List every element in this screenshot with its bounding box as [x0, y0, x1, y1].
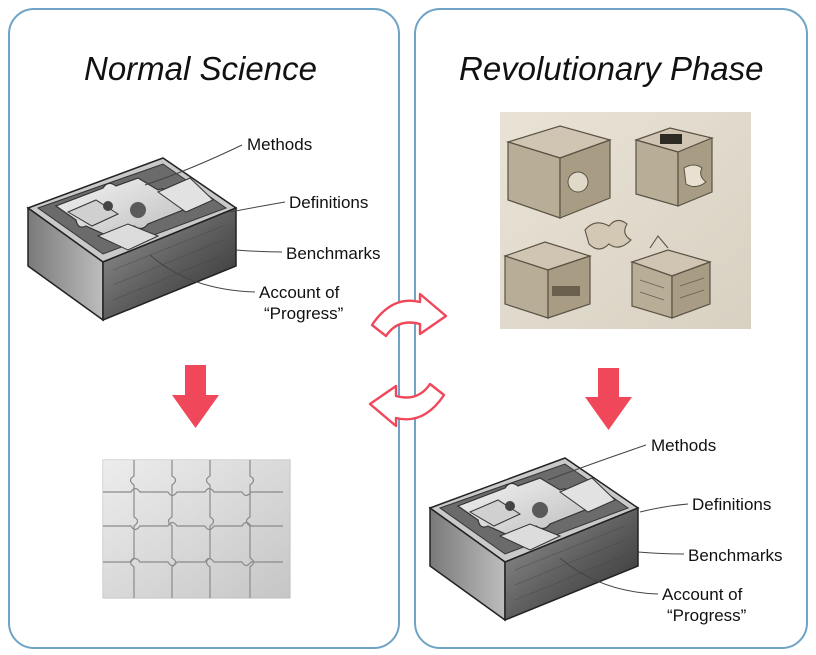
box-sketch-icon: [500, 112, 751, 329]
label-progress-line2: “Progress”: [264, 304, 344, 323]
down-arrow-icon: [172, 365, 219, 428]
leader-line-progress: [559, 557, 659, 595]
label-methods: Methods: [651, 436, 717, 455]
leader-line-progress: [149, 254, 256, 293]
leader-line-methods: [144, 144, 243, 186]
leader-line-definitions: [639, 503, 689, 513]
label-benchmarks: Benchmarks: [286, 244, 381, 263]
leader-line-definitions: [229, 201, 286, 213]
label-benchmarks: Benchmarks: [688, 546, 783, 565]
leader-line-benchmarks: [235, 249, 283, 253]
label-definitions: Definitions: [289, 193, 369, 212]
label-progress-line1: Account of: [259, 283, 340, 302]
normal-science-title: Normal Science: [84, 50, 317, 87]
puzzle-grid-icon: [102, 459, 291, 599]
leader-line-methods: [547, 444, 647, 481]
down-arrow-icon: [585, 368, 632, 430]
label-definitions: Definitions: [692, 495, 772, 514]
puzzle-box-icon: [429, 457, 639, 621]
label-progress-line2: “Progress”: [667, 606, 747, 625]
puzzle-box-icon: [27, 157, 237, 321]
revolutionary-phase-title: Revolutionary Phase: [459, 50, 764, 87]
label-progress-line1: Account of: [662, 585, 743, 604]
leader-line-benchmarks: [637, 551, 685, 555]
cycle-arrow-icon: [368, 292, 448, 428]
label-methods: Methods: [247, 135, 313, 154]
